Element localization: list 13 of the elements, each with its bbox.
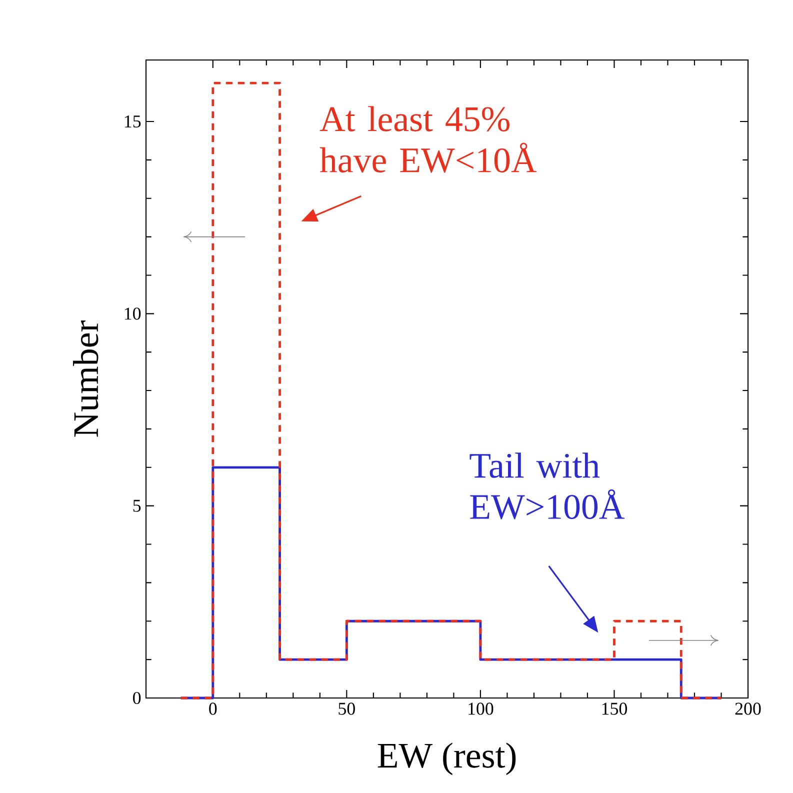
x-tick-label: 0 xyxy=(209,702,217,715)
y-tick-label: 0 xyxy=(133,692,141,704)
x-tick-label: 150 xyxy=(602,702,628,715)
y-tick-label: 10 xyxy=(124,308,141,320)
annotation: Tail with EW>100Å xyxy=(470,452,625,520)
annotation: At least 45% have EW<10Å xyxy=(320,106,537,173)
y-tick-label: 15 xyxy=(124,115,141,128)
y-tick-label: 5 xyxy=(133,500,141,512)
x-axis-title: EW (rest) xyxy=(378,742,516,776)
x-tick-label: 50 xyxy=(338,702,355,715)
x-tick-label: 200 xyxy=(735,702,761,715)
x-tick-label: 100 xyxy=(468,702,494,715)
y-axis-title: Number xyxy=(73,320,98,437)
